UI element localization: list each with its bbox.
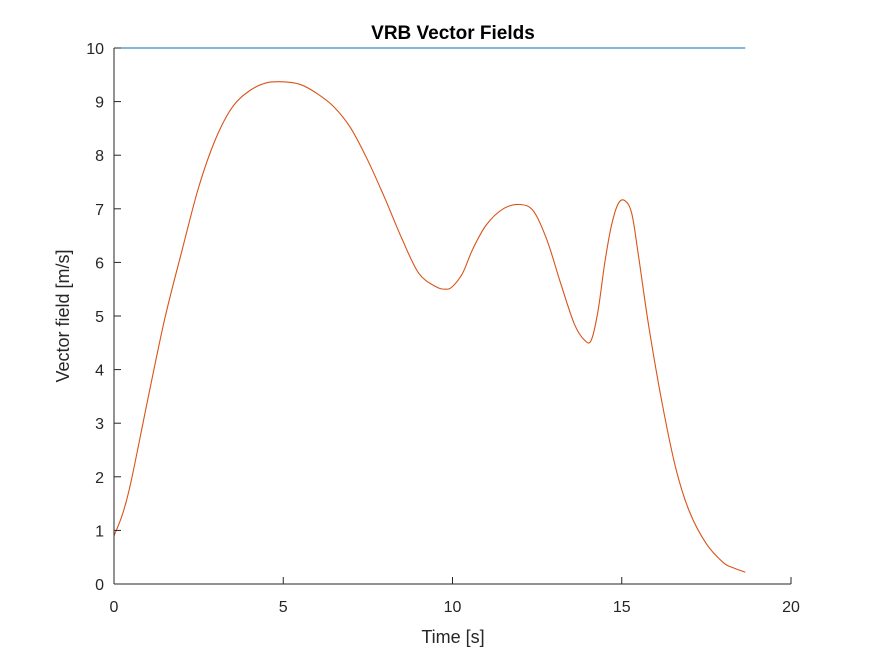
x-tick-label: 0 <box>110 599 119 616</box>
x-tick-label: 15 <box>613 599 631 616</box>
y-tick-label: 4 <box>95 363 104 380</box>
y-tick-label: 1 <box>95 523 104 540</box>
chart-title: VRB Vector Fields <box>371 23 535 44</box>
series-line-2 <box>113 81 746 573</box>
axes <box>113 48 791 585</box>
y-axis-label: Vector field [m/s] <box>53 249 73 382</box>
y-tick-label: 0 <box>95 577 104 594</box>
y-tick-label: 10 <box>86 41 104 58</box>
y-tick-label: 9 <box>95 95 104 112</box>
y-tick-label: 6 <box>95 255 104 272</box>
x-tick-label: 10 <box>444 599 462 616</box>
y-ticks: 0 1 2 3 4 5 6 7 8 9 10 <box>86 41 121 594</box>
x-axis-label: Time [s] <box>421 627 484 647</box>
x-ticks: 0 5 10 15 20 <box>110 577 800 616</box>
y-tick-label: 5 <box>95 309 104 326</box>
series-layer <box>113 47 746 573</box>
y-tick-label: 2 <box>95 470 104 487</box>
y-tick-label: 7 <box>95 202 104 219</box>
y-tick-label: 8 <box>95 148 104 165</box>
x-tick-label: 5 <box>279 599 288 616</box>
y-tick-label: 3 <box>95 416 104 433</box>
x-tick-label: 20 <box>782 599 800 616</box>
